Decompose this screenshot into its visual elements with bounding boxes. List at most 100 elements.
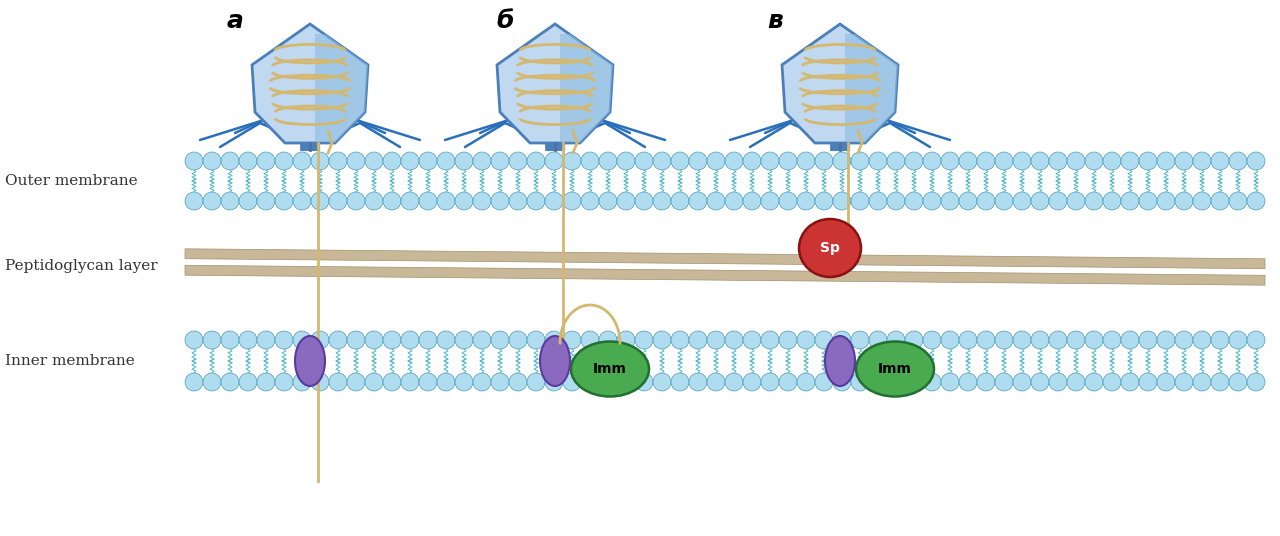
Circle shape [923, 152, 941, 170]
Circle shape [221, 192, 239, 210]
Circle shape [869, 152, 887, 170]
Circle shape [1211, 331, 1229, 349]
Circle shape [509, 331, 527, 349]
Circle shape [275, 152, 293, 170]
Circle shape [492, 373, 509, 391]
Circle shape [653, 373, 671, 391]
Circle shape [563, 192, 581, 210]
Circle shape [941, 192, 959, 210]
Circle shape [1139, 192, 1157, 210]
Circle shape [1157, 331, 1175, 349]
Circle shape [1157, 152, 1175, 170]
Ellipse shape [540, 336, 570, 386]
Circle shape [186, 192, 204, 210]
Circle shape [401, 331, 419, 349]
Circle shape [707, 373, 724, 391]
Circle shape [1229, 373, 1247, 391]
Circle shape [1193, 192, 1211, 210]
Circle shape [617, 192, 635, 210]
Circle shape [599, 331, 617, 349]
Polygon shape [186, 265, 1265, 285]
Ellipse shape [826, 336, 855, 386]
Circle shape [1103, 373, 1121, 391]
Circle shape [257, 373, 275, 391]
Circle shape [671, 331, 689, 349]
Circle shape [365, 331, 383, 349]
Circle shape [833, 192, 851, 210]
Text: б: б [497, 9, 513, 33]
Circle shape [1068, 373, 1085, 391]
Circle shape [1030, 152, 1050, 170]
Circle shape [509, 192, 527, 210]
Circle shape [780, 152, 797, 170]
Circle shape [1193, 373, 1211, 391]
Circle shape [959, 152, 977, 170]
Circle shape [1068, 152, 1085, 170]
Circle shape [293, 331, 311, 349]
Circle shape [1229, 331, 1247, 349]
Text: Outer membrane: Outer membrane [5, 174, 138, 188]
Circle shape [239, 331, 257, 349]
Text: а: а [227, 9, 243, 33]
Polygon shape [186, 249, 1265, 269]
Circle shape [1175, 152, 1193, 170]
Circle shape [509, 152, 527, 170]
Circle shape [1247, 192, 1265, 210]
Circle shape [1103, 331, 1121, 349]
Circle shape [1012, 331, 1030, 349]
Circle shape [1193, 331, 1211, 349]
Circle shape [833, 373, 851, 391]
Circle shape [527, 152, 545, 170]
Circle shape [311, 152, 329, 170]
Circle shape [797, 152, 815, 170]
Circle shape [851, 152, 869, 170]
Polygon shape [845, 34, 899, 143]
Circle shape [707, 192, 724, 210]
Circle shape [239, 373, 257, 391]
Circle shape [977, 152, 995, 170]
Circle shape [454, 331, 474, 349]
Circle shape [887, 331, 905, 349]
Circle shape [689, 152, 707, 170]
Circle shape [563, 331, 581, 349]
Circle shape [742, 331, 762, 349]
Circle shape [257, 152, 275, 170]
Ellipse shape [294, 336, 325, 386]
Circle shape [762, 152, 780, 170]
Circle shape [995, 373, 1012, 391]
Circle shape [527, 192, 545, 210]
Circle shape [401, 192, 419, 210]
Circle shape [869, 373, 887, 391]
Circle shape [671, 373, 689, 391]
Circle shape [257, 331, 275, 349]
Circle shape [509, 373, 527, 391]
Circle shape [204, 331, 221, 349]
FancyBboxPatch shape [831, 143, 849, 150]
Circle shape [635, 192, 653, 210]
Circle shape [905, 373, 923, 391]
Circle shape [221, 373, 239, 391]
Circle shape [383, 373, 401, 391]
Circle shape [780, 331, 797, 349]
Circle shape [204, 192, 221, 210]
Circle shape [1211, 373, 1229, 391]
Circle shape [293, 373, 311, 391]
Circle shape [474, 152, 492, 170]
Circle shape [959, 331, 977, 349]
Circle shape [239, 152, 257, 170]
Circle shape [1068, 331, 1085, 349]
Circle shape [545, 152, 563, 170]
Circle shape [851, 373, 869, 391]
Circle shape [454, 373, 474, 391]
Circle shape [221, 152, 239, 170]
Circle shape [474, 373, 492, 391]
Circle shape [815, 152, 833, 170]
Ellipse shape [856, 341, 934, 397]
Circle shape [923, 331, 941, 349]
Circle shape [545, 331, 563, 349]
Circle shape [1121, 152, 1139, 170]
Circle shape [1050, 152, 1068, 170]
Circle shape [599, 192, 617, 210]
Circle shape [1103, 192, 1121, 210]
Circle shape [545, 192, 563, 210]
